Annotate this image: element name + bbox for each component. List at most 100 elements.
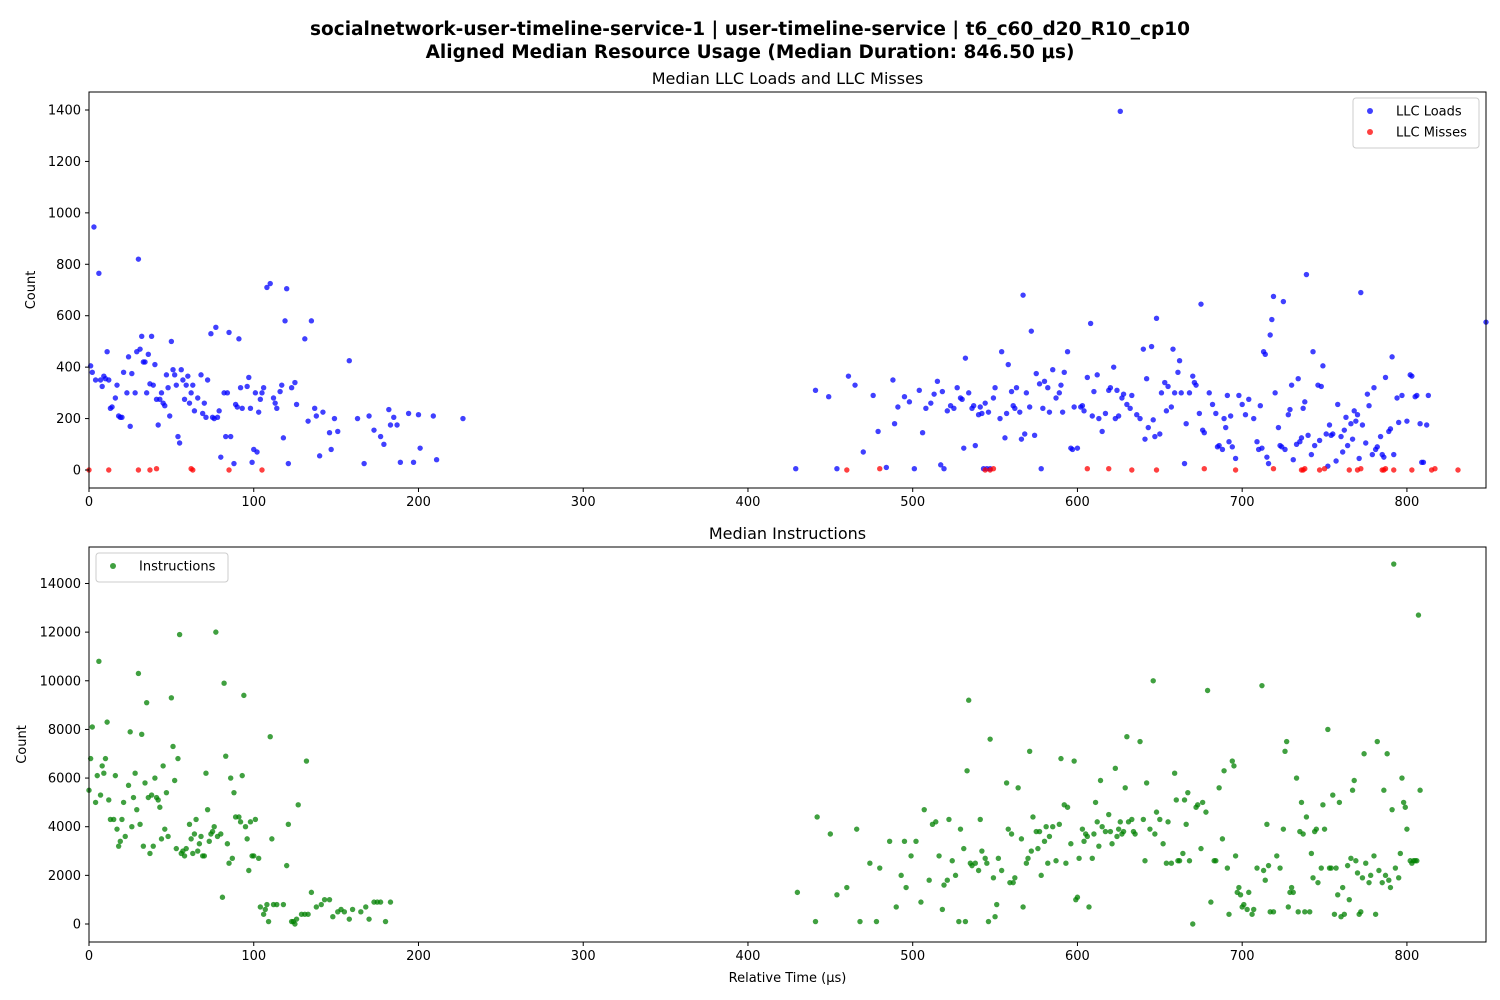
chart0-ytick-label-6: 1200 <box>48 155 81 170</box>
chart1-s0-point-333 <box>1328 865 1334 871</box>
chart0-s0-point-170 <box>961 445 967 451</box>
chart0-s0-point-311 <box>1287 406 1293 413</box>
chart0-s0-point-218 <box>1069 446 1076 453</box>
chart1-legend: Instructions <box>95 552 229 583</box>
chart0-s0-point-347 <box>1358 289 1364 296</box>
chart1-s0-point-45 <box>165 833 171 840</box>
chart0-s0-point-302 <box>1269 316 1275 323</box>
chart1-s0-point-7 <box>99 763 105 769</box>
chart1-s0-point-155 <box>921 806 927 813</box>
chart0-s0-point-270 <box>1193 382 1199 388</box>
chart1-s0-point-23 <box>129 824 135 830</box>
chart0-s0-point-335 <box>1335 401 1341 408</box>
chart1-s0-point-118 <box>313 904 320 910</box>
chart1-s0-point-319 <box>1300 831 1306 837</box>
chart1-s0-point-307 <box>1277 865 1283 871</box>
chart0-s0-point-305 <box>1275 424 1282 431</box>
chart0-s0-point-152 <box>901 394 908 400</box>
chart0-s0-point-17 <box>119 414 125 420</box>
chart0-xtick-label-7: 700 <box>1230 495 1255 510</box>
chart0-s1-point-20 <box>1270 466 1277 472</box>
chart1-s0-point-318 <box>1298 799 1305 806</box>
chart0-s0-point-116 <box>326 430 333 436</box>
chart0-s0-point-329 <box>1323 431 1329 437</box>
chart0-s0-point-145 <box>860 449 866 455</box>
chart1-s0-point-76 <box>221 680 227 686</box>
chart1-s0-point-57 <box>188 836 194 842</box>
chart0-s0-point-280 <box>1219 446 1226 453</box>
chart1-s0-point-17 <box>117 838 124 844</box>
chart0-s0-point-148 <box>883 464 890 471</box>
chart0-s0-point-96 <box>267 280 273 287</box>
chart0-s1-point-16 <box>1129 467 1135 473</box>
chart1-s0-point-257 <box>1157 816 1163 823</box>
chart1-s0-point-236 <box>1109 841 1115 847</box>
chart1-s0-point-267 <box>1181 797 1188 803</box>
chart0-s0-point-365 <box>1395 419 1402 426</box>
chart0-s0-point-362 <box>1389 354 1395 360</box>
chart0-s0-point-197 <box>1020 292 1026 298</box>
chart1-s0-point-341 <box>1341 911 1348 917</box>
chart1-s0-point-244 <box>1124 734 1130 740</box>
chart0-s0-point-141 <box>825 394 832 400</box>
chart0-s0-point-138 <box>460 415 466 422</box>
chart1-s0-point-356 <box>1371 853 1377 859</box>
chart1-s0-point-291 <box>1237 892 1244 898</box>
chart1-s0-point-343 <box>1346 896 1352 903</box>
chart1-s0-point-261 <box>1168 860 1175 866</box>
chart0-s0-point-372 <box>1417 421 1423 427</box>
chart0-s1-point-7 <box>226 467 232 473</box>
chart0-s0-point-237 <box>1115 413 1122 419</box>
chart1-s0-point-330 <box>1321 826 1328 832</box>
chart1-s0-point-222 <box>1081 838 1087 844</box>
chart0-s0-point-27 <box>139 333 145 339</box>
chart0-s0-point-103 <box>282 318 288 324</box>
chart0-s0-point-291 <box>1246 396 1252 402</box>
chart0-s0-point-196 <box>1018 436 1025 442</box>
chart1-s0-point-178 <box>982 855 988 862</box>
chart0-s0-point-122 <box>361 460 367 467</box>
chart1-s0-point-40 <box>157 804 163 810</box>
chart1-s0-point-9 <box>102 755 109 762</box>
chart0-s0-point-97 <box>270 395 277 401</box>
chart1-s0-point-215 <box>1064 804 1071 810</box>
chart1-s0-point-340 <box>1339 884 1346 891</box>
chart0-s0-point-174 <box>970 403 977 409</box>
chart1-s0-point-268 <box>1183 821 1189 827</box>
chart0-s0-point-343 <box>1351 408 1357 414</box>
chart1-s0-point-78 <box>224 841 231 847</box>
chart1-s0-point-55 <box>183 845 189 852</box>
chart1-s0-point-20 <box>122 833 128 840</box>
chart1-s0-point-162 <box>944 877 950 883</box>
chart1-legend-label-0: Instructions <box>139 560 216 575</box>
chart0-s0-point-69 <box>213 324 219 330</box>
chart0-s0-point-276 <box>1209 401 1216 408</box>
chart0-s0-point-250 <box>1148 343 1155 350</box>
chart0-s0-point-25 <box>135 256 142 262</box>
chart1-xtick-label-2: 200 <box>406 949 431 964</box>
chart1-xtick-label-7: 700 <box>1230 949 1255 964</box>
chart0-s0-point-355 <box>1374 444 1380 450</box>
chart1-s0-point-228 <box>1092 799 1099 806</box>
chart1-s0-point-128 <box>358 909 364 915</box>
chart0-s1-point-18 <box>1201 466 1207 472</box>
chart1-s0-point-206 <box>1043 824 1049 830</box>
chart0-s0-point-87 <box>249 459 255 465</box>
chart1-xtick-label-1: 100 <box>241 949 266 964</box>
chart0-s0-point-161 <box>938 462 944 468</box>
chart0-s0-point-265 <box>1181 460 1188 467</box>
chart1-s0-point-194 <box>1018 836 1025 842</box>
chart1-s0-point-369 <box>1395 875 1402 881</box>
chart1-s0-point-337 <box>1335 892 1341 898</box>
chart1-s0-point-271 <box>1190 921 1196 927</box>
chart0-s0-point-312 <box>1288 382 1295 388</box>
chart0-s0-point-2 <box>91 224 97 230</box>
chart0-s0-point-102 <box>280 435 287 441</box>
chart0-s0-point-98 <box>272 400 278 406</box>
chart0-s0-point-263 <box>1176 358 1183 364</box>
chart1-s0-point-380 <box>1415 612 1422 618</box>
chart0-s0-point-320 <box>1303 271 1310 278</box>
chart0-s0-point-261 <box>1171 390 1178 396</box>
chart0-s0-point-244 <box>1134 412 1140 418</box>
chart1-s0-point-278 <box>1208 899 1214 905</box>
